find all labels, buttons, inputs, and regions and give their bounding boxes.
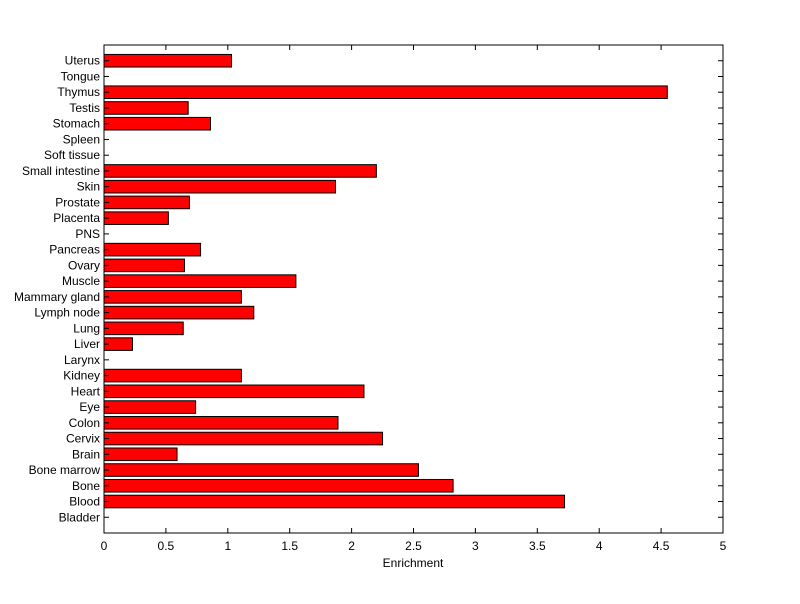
bar-prostate	[103, 195, 190, 210]
y-tick-label: Bladder	[59, 510, 100, 524]
x-axis-label: Enrichment	[383, 556, 444, 570]
bar-testis	[103, 101, 189, 115]
y-tick-label: Pancreas	[49, 243, 100, 257]
y-tick-label: Lung	[73, 321, 100, 335]
bar-lung	[103, 321, 184, 336]
y-tick-label: Lymph node	[34, 306, 100, 320]
bar-stomach	[103, 116, 211, 131]
y-tick-label: Testis	[69, 101, 100, 115]
bar-small-intestine	[103, 164, 377, 178]
bar-colon	[103, 416, 339, 430]
y-tick-label: Muscle	[62, 274, 100, 288]
bar-cervix	[103, 431, 384, 446]
y-tick-label: Larynx	[64, 353, 100, 367]
x-tick-label: 0.5	[158, 539, 175, 553]
y-tick-label: Stomach	[53, 117, 100, 131]
y-tick-label: Heart	[71, 384, 101, 398]
x-tick-label: 5	[720, 539, 727, 553]
y-tick-label: Liver	[74, 337, 100, 351]
y-tick-label: Kidney	[63, 369, 100, 383]
x-tick-label: 1.5	[281, 539, 298, 553]
y-tick-label: Placenta	[53, 211, 100, 225]
y-tick-label: Prostate	[55, 195, 100, 209]
x-tick-label: 0	[101, 539, 108, 553]
y-tick-label: Blood	[69, 495, 100, 509]
bar-blood	[103, 494, 566, 509]
y-tick-label: Mammary gland	[14, 290, 100, 304]
bar-uterus	[103, 53, 233, 68]
x-tick-label: 3.5	[529, 539, 546, 553]
x-tick-label: 2.5	[405, 539, 422, 553]
y-tick-label: Cervix	[66, 432, 100, 446]
y-tick-label: Skin	[77, 180, 100, 194]
x-tick-label: 3	[472, 539, 479, 553]
bar-thymus	[103, 85, 668, 100]
y-tick-label: Brain	[72, 447, 100, 461]
bar-bone-marrow	[103, 463, 419, 477]
y-tick-label: Eye	[79, 400, 100, 414]
bar-ovary	[103, 258, 185, 273]
y-tick-label: Ovary	[68, 258, 100, 272]
bar-eye	[103, 400, 197, 414]
y-tick-label: Bone	[72, 479, 100, 493]
y-tick-label: Small intestine	[22, 164, 100, 178]
bar-heart	[103, 384, 365, 399]
y-tick-label: Tongue	[61, 69, 101, 83]
bar-brain	[103, 447, 178, 462]
y-tick-label: Colon	[69, 416, 100, 430]
bar-bone	[103, 478, 454, 493]
y-tick-label: Bone marrow	[29, 463, 101, 477]
bar-kidney	[103, 368, 242, 383]
y-tick-label: Spleen	[63, 132, 100, 146]
x-tick-label: 4	[596, 539, 603, 553]
x-tick-label: 1	[224, 539, 231, 553]
bar-pancreas	[103, 242, 202, 257]
bar-placenta	[103, 211, 169, 225]
y-tick-label: Soft tissue	[44, 148, 100, 162]
bar-skin	[103, 179, 337, 194]
x-tick-label: 2	[348, 539, 355, 553]
y-tick-label: PNS	[75, 227, 100, 241]
y-tick-label: Thymus	[57, 85, 100, 99]
x-tick-label: 4.5	[653, 539, 670, 553]
bar-muscle	[103, 274, 297, 288]
bar-lymph-node	[103, 305, 255, 320]
bar-mammary-gland	[103, 290, 242, 304]
y-tick-label: Uterus	[65, 54, 100, 68]
